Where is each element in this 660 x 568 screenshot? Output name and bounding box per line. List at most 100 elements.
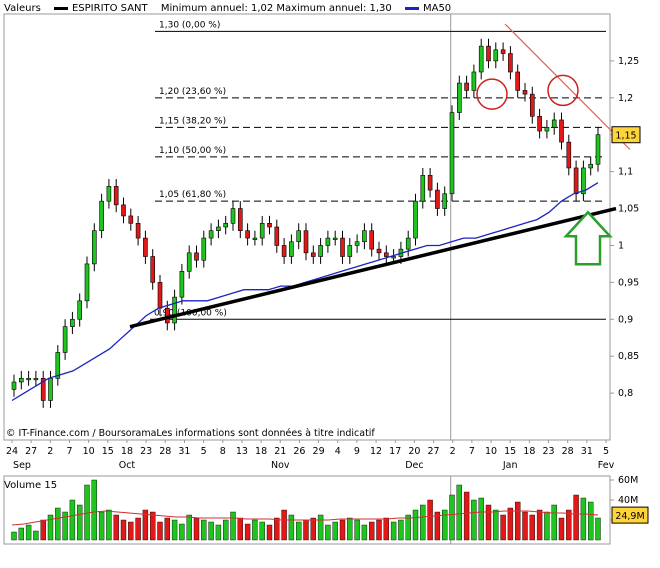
candle-body bbox=[420, 175, 426, 202]
candle-body bbox=[573, 167, 579, 195]
last-volume-tag bbox=[611, 506, 649, 524]
annual-range: Minimum annuel: 1,02 Maximum annuel: 1,3… bbox=[160, 3, 392, 14]
volume-bar bbox=[369, 521, 375, 541]
candle-body bbox=[383, 252, 389, 257]
candle-body bbox=[471, 71, 477, 91]
candle-body bbox=[40, 378, 46, 401]
candle-body bbox=[18, 378, 24, 383]
volume-bar bbox=[354, 519, 360, 541]
volume-bar bbox=[580, 497, 587, 541]
price-ytick-label: 1,25 bbox=[618, 56, 639, 67]
candle-body bbox=[340, 237, 345, 257]
volume-bar bbox=[230, 511, 236, 541]
volume-bar bbox=[325, 524, 331, 541]
volume-bar bbox=[47, 514, 54, 541]
volume-bar bbox=[412, 509, 419, 541]
ma50-legend: MA50 bbox=[405, 3, 451, 14]
volume-bar bbox=[420, 504, 426, 541]
candle-body bbox=[259, 223, 265, 239]
candle-body bbox=[135, 223, 141, 239]
candle-body bbox=[595, 134, 601, 165]
volume-bar bbox=[98, 511, 105, 541]
volume-bar bbox=[361, 524, 368, 541]
highlight-circle bbox=[476, 78, 508, 110]
volume-bar bbox=[566, 509, 572, 541]
candle-body bbox=[252, 237, 258, 240]
price-ytick-label: 1 bbox=[618, 240, 624, 251]
volume-bar bbox=[383, 517, 389, 541]
volume-title: Volume 15 bbox=[4, 480, 58, 491]
volume-ma-line bbox=[11, 510, 599, 526]
candle-body bbox=[121, 204, 126, 217]
x-tick-label: 31 bbox=[178, 446, 190, 457]
x-tick-label: 2 bbox=[450, 446, 456, 457]
candle-body bbox=[362, 230, 367, 243]
volume-bar bbox=[259, 521, 265, 541]
x-tick-label: 28 bbox=[159, 446, 171, 457]
volume-ytick-label: 40M bbox=[618, 495, 638, 506]
x-tick-label: 2 bbox=[47, 446, 53, 457]
x-tick-label: 12 bbox=[370, 446, 382, 457]
stock-name: ESPIRITO SANT bbox=[54, 3, 148, 14]
volume-bar bbox=[62, 511, 68, 541]
candle-body bbox=[106, 186, 112, 202]
volume-bar bbox=[573, 494, 579, 541]
volume-bar bbox=[222, 519, 229, 541]
volume-bar bbox=[507, 507, 514, 541]
volume-bar bbox=[478, 497, 484, 541]
candle-body bbox=[289, 241, 294, 257]
volume-bar bbox=[120, 519, 127, 541]
volume-bar bbox=[149, 511, 156, 541]
volume-bar bbox=[310, 517, 316, 541]
volume-bar bbox=[398, 519, 404, 541]
source-note: © IT-Finance.com / BoursoramaLes informa… bbox=[6, 428, 375, 439]
volume-bar bbox=[215, 524, 222, 541]
x-tick-label: 17 bbox=[389, 446, 401, 457]
price-ytick-label: 0,95 bbox=[618, 277, 639, 288]
last-price-label: 1,15 bbox=[615, 131, 636, 142]
volume-bar bbox=[135, 517, 141, 541]
x-tick-label: 9 bbox=[354, 446, 360, 457]
candle-body bbox=[150, 256, 155, 283]
x-month-label: Dec bbox=[405, 460, 423, 471]
candle-body bbox=[194, 252, 199, 261]
volume-bar bbox=[317, 514, 324, 541]
candle-body bbox=[179, 270, 185, 298]
highlight-circle bbox=[547, 74, 579, 107]
price-panel-frame bbox=[3, 13, 611, 441]
volume-bar bbox=[332, 521, 338, 541]
volume-bar bbox=[288, 514, 295, 541]
fibonacci-level-label: 1,05 (61,80 %) bbox=[159, 190, 226, 200]
x-tick-label: 23 bbox=[542, 446, 554, 457]
x-tick-label: 10 bbox=[83, 446, 95, 457]
x-tick-label: 15 bbox=[102, 446, 114, 457]
candle-body bbox=[186, 252, 192, 272]
candle-body bbox=[172, 296, 177, 324]
fibonacci-level-label: 1,10 (50,00 %) bbox=[159, 146, 226, 156]
candle-body bbox=[449, 112, 455, 195]
volume-bar bbox=[157, 521, 163, 541]
volume-bar bbox=[588, 501, 594, 541]
volume-bar bbox=[529, 514, 535, 541]
volume-bar bbox=[237, 517, 244, 541]
candle-body bbox=[55, 352, 61, 379]
candle-body bbox=[515, 71, 521, 91]
price-ytick-label: 0,8 bbox=[618, 388, 633, 399]
x-month-label: Jan bbox=[502, 460, 518, 471]
volume-bar bbox=[244, 523, 251, 541]
volume-bar bbox=[55, 507, 61, 541]
last-volume-label: 24,9M bbox=[615, 511, 644, 522]
volume-bar bbox=[76, 504, 83, 541]
volume-bar bbox=[347, 517, 353, 541]
volume-bar bbox=[493, 509, 499, 541]
up-arrow bbox=[563, 210, 613, 266]
x-tick-label: 26 bbox=[293, 446, 305, 457]
x-month-label: Sep bbox=[13, 460, 31, 471]
candle-body bbox=[230, 208, 236, 224]
candle-body bbox=[274, 226, 280, 246]
chart-header: Valeurs ESPIRITO SANT Minimum annuel: 1,… bbox=[4, 3, 461, 14]
candle-body bbox=[92, 230, 97, 265]
candle-body bbox=[529, 93, 535, 117]
candle-body bbox=[391, 256, 396, 259]
volume-bar bbox=[463, 491, 470, 541]
